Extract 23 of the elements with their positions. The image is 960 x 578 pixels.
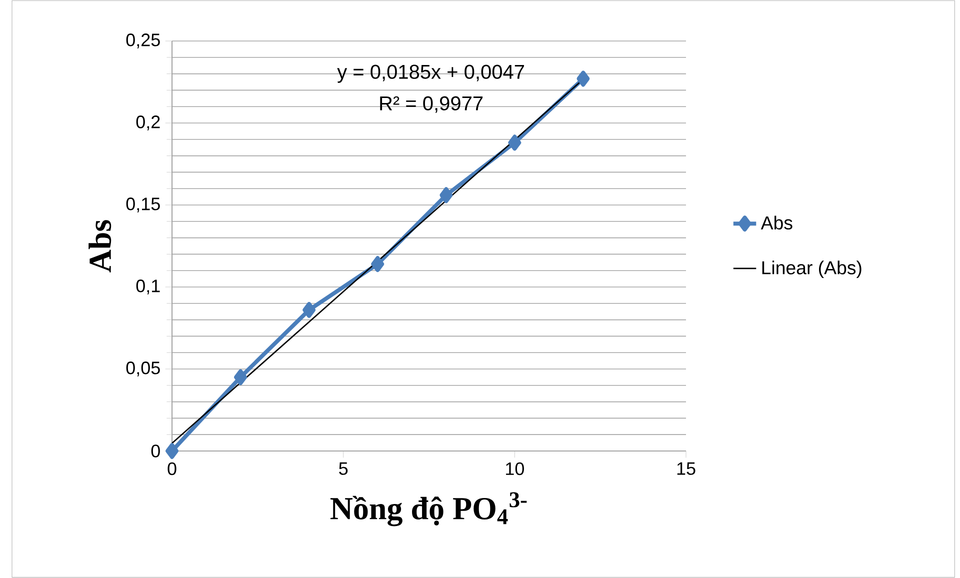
x-tick-label: 10 xyxy=(506,462,524,476)
y-tick-label: 0,1 xyxy=(136,280,160,294)
x-tick-label: 5 xyxy=(339,462,348,475)
annotation: R² = 0,9977 xyxy=(380,96,483,113)
text: Nồng độ PO$_{4}$3- xyxy=(330,492,527,526)
y-tick-label: 0,05 xyxy=(126,362,160,376)
point xyxy=(576,70,590,87)
x-tick-label: 15 xyxy=(677,462,696,475)
legend-label: Linear (Abs) xyxy=(762,260,862,278)
y-tick-label: 0,25 xyxy=(126,34,160,48)
point xyxy=(440,187,453,204)
point xyxy=(302,302,316,318)
point xyxy=(508,134,522,151)
legend-label: Abs xyxy=(760,216,792,230)
y-tick-label: 0 xyxy=(151,444,160,458)
point xyxy=(371,256,384,272)
point xyxy=(166,442,179,459)
y-axis-title: Abs xyxy=(88,220,112,272)
y-tick-label: 0,15 xyxy=(126,198,160,212)
x-tick-label: 0 xyxy=(168,462,176,476)
y-tick-label: 0,2 xyxy=(136,116,160,130)
annotation: y = 0,0185x + 0,0047 xyxy=(337,64,524,83)
point xyxy=(234,369,248,386)
